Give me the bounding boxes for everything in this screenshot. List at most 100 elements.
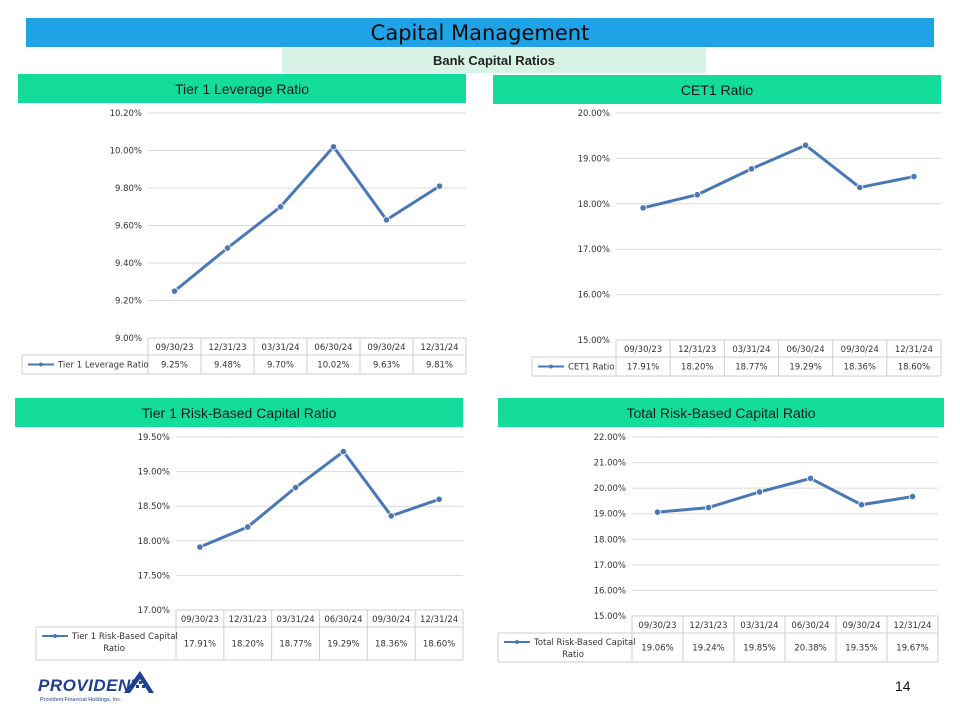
y-tick-label: 18.00% — [594, 535, 626, 545]
legend-label: Total Risk-Based Capital — [533, 638, 636, 648]
legend-label: Ratio — [103, 644, 125, 654]
x-category-label: 09/30/23 — [624, 345, 662, 355]
x-category-label: 12/31/24 — [420, 615, 458, 625]
panel-title-tier1-leverage: Tier 1 Leverage Ratio — [18, 74, 466, 103]
data-point — [276, 203, 285, 211]
x-category-label: 12/31/23 — [689, 621, 727, 631]
panel-title-tier1-risk-based: Tier 1 Risk-Based Capital Ratio — [15, 398, 463, 427]
data-point — [908, 492, 917, 501]
data-value-label: 9.81% — [426, 361, 453, 371]
x-category-label: 03/31/24 — [732, 345, 770, 355]
data-value-label: 18.36% — [844, 363, 876, 373]
provident-logo: PROVIDENT Provident Financial Holdings, … — [38, 668, 154, 708]
data-point — [435, 495, 443, 503]
data-point — [223, 244, 232, 252]
x-category-label: 03/31/24 — [276, 615, 314, 625]
x-category-label: 06/30/24 — [324, 615, 362, 625]
x-category-label: 09/30/23 — [181, 615, 219, 625]
x-category-label: 09/30/23 — [155, 343, 193, 353]
logo-wordmark: PROVIDENT — [38, 676, 142, 695]
panel-title-total-risk-based: Total Risk-Based Capital Ratio — [498, 398, 944, 427]
data-point — [693, 191, 701, 199]
data-point — [653, 508, 662, 516]
x-category-label: 09/30/24 — [367, 343, 405, 353]
data-point — [196, 543, 204, 551]
x-category-label: 12/31/23 — [208, 343, 246, 353]
data-point — [856, 183, 864, 192]
page-subtitle: Bank Capital Ratios — [282, 48, 706, 73]
panel-title-cet1: CET1 Ratio — [493, 75, 941, 104]
data-value-label: 20.38% — [794, 644, 826, 654]
data-point — [329, 143, 338, 151]
data-point — [291, 483, 300, 492]
legend-key-marker — [515, 640, 519, 644]
x-category-label: 06/30/24 — [314, 343, 352, 353]
y-tick-label: 17.00% — [578, 245, 610, 255]
data-value-label: 9.25% — [161, 361, 188, 371]
y-tick-label: 19.00% — [138, 468, 170, 478]
data-point — [170, 287, 179, 295]
legend-key-marker — [549, 364, 553, 369]
data-value-label: 18.60% — [898, 363, 930, 373]
page-number: 14 — [895, 678, 911, 694]
legend-key-marker — [39, 362, 43, 367]
series-line — [642, 143, 915, 210]
y-tick-label: 10.20% — [110, 109, 142, 119]
data-value-label: 19.06% — [641, 644, 673, 654]
x-category-label: 12/31/23 — [678, 345, 716, 355]
data-point — [639, 204, 647, 212]
x-category-label: 12/31/23 — [229, 615, 267, 625]
data-point — [387, 512, 395, 520]
y-tick-label: 9.60% — [115, 222, 142, 232]
y-tick-label: 18.00% — [138, 537, 170, 547]
x-category-label: 06/30/24 — [786, 345, 824, 355]
logo-triangle-icon — [124, 671, 154, 693]
x-category-label: 06/30/24 — [791, 621, 829, 631]
y-tick-label: 19.00% — [578, 154, 610, 164]
y-tick-label: 19.50% — [138, 433, 170, 443]
x-category-label: 09/30/23 — [638, 621, 676, 631]
y-tick-label: 22.00% — [594, 433, 626, 443]
data-value-label: 9.48% — [214, 361, 241, 371]
data-value-label: 10.02% — [317, 361, 349, 371]
legend-label: Ratio — [562, 650, 584, 660]
data-value-label: 19.29% — [789, 363, 821, 373]
y-tick-label: 20.00% — [594, 484, 626, 494]
y-tick-label: 21.00% — [594, 459, 626, 469]
y-tick-label: 17.00% — [594, 561, 626, 571]
y-tick-label: 10.00% — [110, 147, 142, 157]
y-tick-label: 9.40% — [115, 259, 142, 269]
y-tick-label: 19.00% — [594, 510, 626, 520]
page-title: Capital Management — [26, 18, 934, 47]
data-point — [339, 447, 348, 456]
x-category-label: 03/31/24 — [261, 343, 299, 353]
data-value-label: 9.63% — [373, 361, 400, 371]
data-value-label: 19.35% — [845, 644, 877, 654]
data-point — [244, 523, 252, 531]
x-category-label: 09/30/24 — [842, 621, 880, 631]
x-category-label: 09/30/24 — [372, 615, 410, 625]
data-point — [910, 172, 918, 181]
data-value-label: 18.60% — [423, 640, 455, 650]
data-point — [747, 165, 756, 173]
series-line — [199, 450, 440, 549]
data-value-label: 19.85% — [743, 644, 775, 654]
x-category-label: 12/31/24 — [893, 621, 931, 631]
data-value-label: 18.77% — [279, 640, 311, 650]
data-value-label: 17.91% — [184, 640, 216, 650]
data-value-label: 19.67% — [896, 644, 928, 654]
data-point — [435, 182, 444, 190]
y-tick-label: 16.00% — [578, 291, 610, 301]
y-tick-label: 18.00% — [578, 200, 610, 210]
data-point — [857, 501, 866, 509]
logo-subtext: Provident Financial Holdings, Inc. — [40, 697, 122, 703]
y-tick-label: 9.80% — [115, 184, 142, 194]
data-point — [704, 503, 713, 512]
data-value-label: 18.20% — [232, 640, 264, 650]
x-category-label: 12/31/24 — [420, 343, 458, 353]
x-category-label: 12/31/24 — [895, 345, 933, 355]
y-tick-label: 17.00% — [138, 606, 170, 616]
